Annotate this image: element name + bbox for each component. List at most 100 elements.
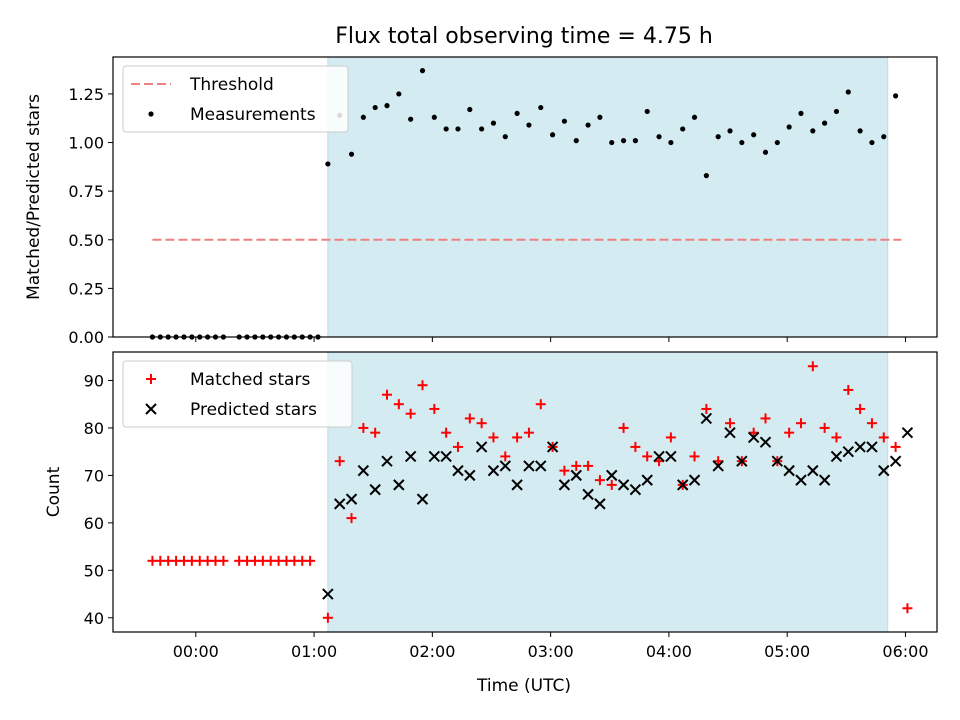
y-tick-label: 0.75 bbox=[68, 182, 104, 201]
measurement-point bbox=[762, 149, 769, 155]
predicted-point bbox=[606, 469, 618, 482]
measurement-point bbox=[514, 110, 520, 116]
x-axis-label: Time (UTC) bbox=[476, 676, 571, 696]
measurement-point bbox=[798, 110, 804, 116]
observing-span bbox=[327, 57, 888, 337]
predicted-point bbox=[665, 450, 677, 463]
predicted-point bbox=[393, 479, 405, 491]
matched-point bbox=[795, 418, 806, 429]
matched-point bbox=[760, 413, 771, 424]
legend-predicted-swatch bbox=[145, 403, 157, 415]
predicted-point bbox=[889, 455, 902, 467]
y-tick-label: 40 bbox=[84, 609, 104, 628]
predicted-point bbox=[428, 450, 441, 463]
legend: Matched stars Predicted stars bbox=[122, 360, 353, 428]
axes-frame bbox=[112, 351, 938, 633]
matched-point bbox=[866, 418, 877, 429]
legend-entry-label: Matched stars bbox=[190, 370, 310, 390]
x-tick-label: 00:00 bbox=[173, 642, 219, 661]
legend-matched-swatch bbox=[146, 374, 156, 384]
x-tick-label: 06:00 bbox=[882, 642, 928, 661]
measurement-point bbox=[668, 139, 674, 146]
predicted-point bbox=[333, 498, 346, 510]
measurement-point bbox=[609, 139, 615, 146]
matched-point bbox=[452, 441, 463, 452]
matched-point bbox=[393, 399, 404, 410]
measurement-point bbox=[810, 128, 816, 134]
legend-entry-label: Threshold bbox=[189, 75, 274, 95]
predicted-point bbox=[736, 455, 748, 467]
predicted-point bbox=[440, 450, 452, 463]
matched-point bbox=[583, 460, 594, 471]
measurement-point bbox=[502, 134, 508, 140]
matched-point bbox=[488, 432, 499, 443]
predicted-point bbox=[712, 460, 724, 472]
matched-point bbox=[405, 408, 416, 419]
predicted-point bbox=[901, 426, 914, 439]
x-tick-label: 03:00 bbox=[528, 642, 574, 661]
matched-point bbox=[725, 418, 736, 429]
matched-point bbox=[618, 422, 629, 433]
measurement-point bbox=[526, 122, 532, 128]
matched-point bbox=[305, 555, 316, 566]
bottom-panel: 40 50 60 70 80 90 00:00 01:00 02:00 03:00 04:00 05:… bbox=[44, 351, 938, 661]
predicted-point bbox=[653, 450, 665, 463]
predicted-point bbox=[535, 460, 547, 472]
top-panel: 0.00 0.25 0.50 0.75 1.00 1.25 Matched/Predicte… bbox=[24, 56, 938, 347]
measurement-point bbox=[833, 108, 840, 115]
measurement-point bbox=[443, 126, 449, 132]
matched-point bbox=[594, 475, 605, 486]
predicted-point bbox=[818, 474, 831, 486]
matched-point bbox=[642, 451, 653, 462]
matched-point bbox=[334, 456, 345, 467]
predicted-point bbox=[878, 464, 890, 477]
matched-point bbox=[890, 441, 901, 452]
y-tick-label: 50 bbox=[84, 561, 104, 580]
y-tick-label: 70 bbox=[84, 466, 104, 485]
measurement-point bbox=[549, 132, 556, 138]
predicted-point bbox=[558, 479, 571, 491]
matched-point bbox=[346, 513, 357, 524]
matched-point bbox=[464, 413, 475, 424]
measurement-point bbox=[727, 128, 733, 134]
measurement-point bbox=[632, 138, 638, 144]
matched-point bbox=[689, 451, 700, 462]
y-tick-label: 0.25 bbox=[68, 279, 104, 298]
y-tick-label: 80 bbox=[84, 419, 104, 438]
predicted-point bbox=[345, 493, 358, 505]
matched-point bbox=[322, 612, 333, 623]
matched-point bbox=[476, 418, 487, 429]
matched-point bbox=[218, 555, 229, 566]
y-tick-label: 60 bbox=[84, 514, 104, 533]
measurement-point bbox=[751, 132, 757, 138]
predicted-point bbox=[523, 460, 535, 472]
measurement-point bbox=[597, 114, 603, 120]
y-tick-label: 0.00 bbox=[68, 328, 104, 347]
matched-point bbox=[417, 380, 428, 391]
measurement-point bbox=[691, 114, 698, 120]
predicted-point bbox=[511, 479, 523, 491]
x-tick-label: 02:00 bbox=[409, 642, 455, 661]
x-tick-label: 04:00 bbox=[646, 642, 692, 661]
predicted-point bbox=[724, 426, 736, 439]
measurement-point bbox=[774, 139, 780, 146]
y-tick-label: 1.00 bbox=[68, 134, 104, 153]
measurement-point bbox=[325, 161, 331, 167]
measurement-point bbox=[680, 126, 686, 132]
measurement-point bbox=[455, 126, 461, 132]
x-tick-label: 01:00 bbox=[291, 642, 337, 661]
measurement-point bbox=[703, 173, 709, 179]
measurement-point bbox=[538, 104, 544, 111]
matched-point bbox=[665, 432, 676, 443]
predicted-point bbox=[771, 455, 784, 467]
matched-point bbox=[441, 427, 452, 438]
x-tick-label: 05:00 bbox=[764, 642, 810, 661]
predicted-point bbox=[381, 455, 393, 467]
measurement-point bbox=[384, 103, 390, 109]
matched-point bbox=[784, 427, 795, 438]
matched-point bbox=[606, 479, 617, 490]
predicted-point bbox=[676, 479, 689, 491]
measurement-point bbox=[869, 139, 875, 146]
matched-point bbox=[878, 432, 889, 443]
